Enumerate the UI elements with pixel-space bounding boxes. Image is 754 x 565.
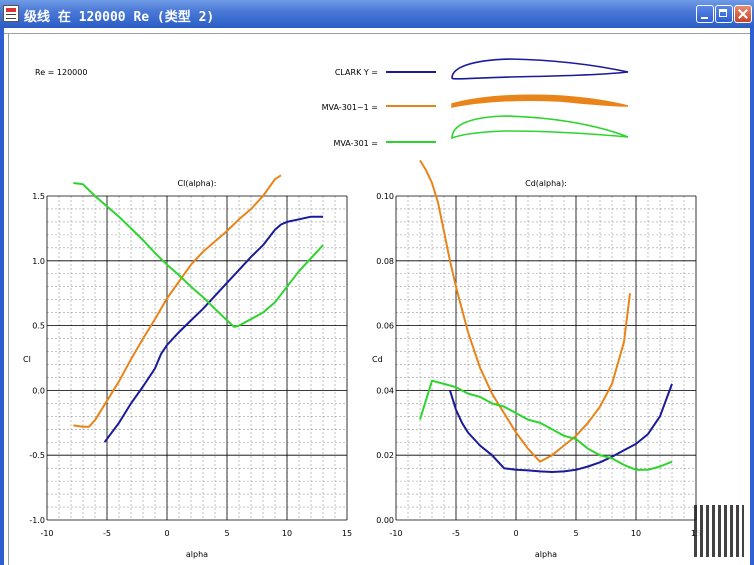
cd-series-line-clark-y bbox=[449, 383, 673, 473]
y-tick-label: -0.5 bbox=[29, 451, 45, 460]
airfoil-mva-301-shape bbox=[451, 115, 629, 140]
cl-series-line-mva-301-1 bbox=[73, 174, 282, 428]
x-tick-label: -10 bbox=[40, 529, 53, 538]
window-frame-right bbox=[750, 28, 754, 565]
cd-series-line-mva-301 bbox=[419, 379, 673, 471]
y-tick-label: 0.06 bbox=[376, 322, 394, 331]
y-tick-label: 0.10 bbox=[376, 192, 394, 201]
maximize-button[interactable] bbox=[715, 5, 733, 23]
y-axis-label: Cl bbox=[23, 355, 31, 364]
chart-title: Cd(alpha): bbox=[525, 179, 567, 188]
y-tick-label: 0.04 bbox=[376, 386, 394, 395]
cl-alpha-chart: -10 -5 0 5 10 15 1.5 1.0 0.5 0.0 -0.5 -1.0 Cl(alpha)… bbox=[23, 174, 352, 559]
qr-code-watermark bbox=[694, 505, 744, 557]
x-tick-label: 10 bbox=[282, 529, 292, 538]
divider bbox=[4, 33, 750, 34]
y-tick-label: 1.5 bbox=[32, 192, 45, 201]
legend-label-mva-301: MVA-301 = bbox=[333, 139, 378, 148]
x-axis-label: alpha bbox=[535, 550, 557, 559]
x-tick-label: -5 bbox=[103, 529, 111, 538]
chart-title: Cl(alpha): bbox=[178, 179, 217, 188]
y-tick-label: 0.0 bbox=[32, 386, 45, 395]
plot-area bbox=[4, 28, 750, 565]
y-tick-label: 0.02 bbox=[376, 451, 394, 460]
x-tick-label: 0 bbox=[513, 529, 518, 538]
minimize-button[interactable] bbox=[696, 5, 714, 23]
x-tick-label: 15 bbox=[342, 529, 352, 538]
window-titlebar[interactable]: 级线 在 120000 Re (类型 2) bbox=[0, 0, 754, 28]
divider bbox=[8, 34, 9, 565]
legend-label-clark-y: CLARK Y = bbox=[335, 68, 378, 77]
y-axis-label: Cd bbox=[372, 355, 383, 364]
cl-series-line-clark-y bbox=[103, 215, 323, 443]
window-frame-left bbox=[0, 28, 4, 565]
re-label: Re = 120000 bbox=[35, 68, 87, 77]
legend-label-mva-301-1: MVA-301~1 = bbox=[322, 103, 378, 112]
window-title: 级线 在 120000 Re (类型 2) bbox=[24, 10, 215, 25]
x-tick-label: -10 bbox=[389, 529, 402, 538]
airfoil-mva-301-1-shape bbox=[451, 94, 629, 108]
cd-series-line-mva-301-1 bbox=[419, 159, 631, 463]
legend: Re = 120000 CLARK Y = MVA-301~1 = MVA-30… bbox=[35, 58, 629, 148]
y-tick-label: 1.0 bbox=[32, 257, 45, 266]
x-tick-label: 5 bbox=[573, 529, 578, 538]
y-tick-label: 0.08 bbox=[376, 257, 394, 266]
cd-alpha-chart: -10-50510150.100.080.060.040.020.00Cd(al… bbox=[372, 159, 701, 559]
y-tick-label: -1.0 bbox=[29, 516, 45, 525]
airfoil-clark-y-shape bbox=[451, 58, 629, 80]
x-axis-label: alpha bbox=[186, 550, 208, 559]
app-icon[interactable] bbox=[3, 5, 19, 22]
x-tick-label: 10 bbox=[631, 529, 641, 538]
y-tick-label: 0.00 bbox=[376, 516, 394, 525]
close-button[interactable] bbox=[734, 5, 752, 23]
y-tick-label: 0.5 bbox=[32, 322, 45, 331]
x-tick-label: 5 bbox=[224, 529, 229, 538]
x-tick-label: -5 bbox=[452, 529, 460, 538]
cl-series-line-mva-301 bbox=[73, 182, 324, 328]
x-tick-label: 0 bbox=[164, 529, 169, 538]
